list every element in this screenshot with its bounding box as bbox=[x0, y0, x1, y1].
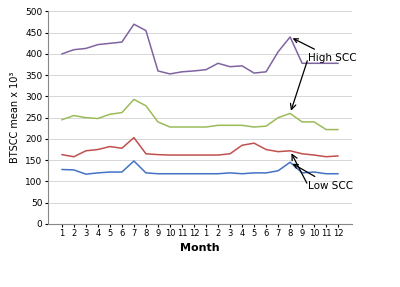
X-axis label: Month: Month bbox=[180, 243, 220, 253]
Text: High SCC: High SCC bbox=[294, 39, 357, 63]
Y-axis label: BTSCC mean x 10³: BTSCC mean x 10³ bbox=[10, 72, 20, 163]
Text: Low SCC: Low SCC bbox=[294, 164, 353, 191]
